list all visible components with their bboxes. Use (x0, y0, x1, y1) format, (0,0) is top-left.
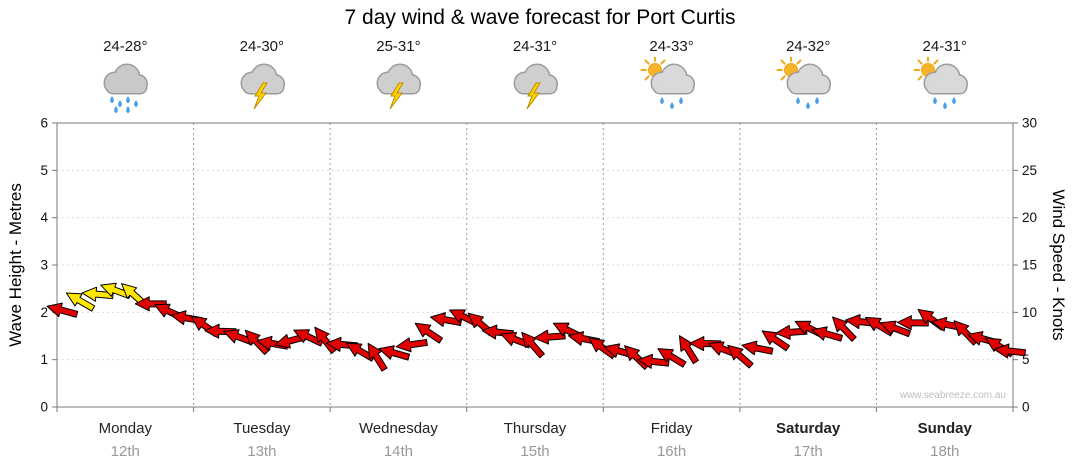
day-temperature: 24-31° (512, 38, 558, 55)
day-forecast: 24-33° (612, 38, 732, 115)
wind-barb (533, 329, 566, 345)
day-forecast: 24-32° (748, 38, 868, 115)
sun-shower-icon (913, 55, 968, 110)
right-axis-title: Wind Speed - Knots (1049, 189, 1068, 341)
right-tick-label: 30 (1022, 116, 1037, 131)
sun-shower-icon (640, 55, 695, 110)
right-tick-label: 0 (1022, 400, 1030, 415)
day-temperature: 24-33° (649, 38, 694, 55)
wind-barb (65, 292, 96, 312)
xaxis-day-date: 13th (247, 443, 277, 460)
day-temperature: 25-31° (376, 38, 421, 55)
right-tick-label: 20 (1022, 210, 1037, 225)
right-tick-label: 5 (1022, 352, 1030, 367)
xaxis-day-name: Monday (98, 420, 152, 437)
wind-barb (244, 329, 270, 356)
wind-barb (395, 337, 428, 353)
plot-frame (56, 122, 1014, 408)
wind-barb (637, 353, 670, 369)
wind-barb (367, 342, 388, 372)
wind-barb (775, 324, 808, 340)
rain-icon (103, 63, 149, 114)
day-temperature: 24-31° (922, 38, 967, 55)
wind-barb (896, 315, 929, 331)
storm-icon (240, 63, 285, 110)
day-forecast: 24-30° (202, 38, 322, 115)
left-tick-label: 1 (40, 352, 48, 367)
wind-barb (414, 322, 444, 344)
day-forecast: 24-28° (65, 38, 185, 115)
wind-barb (293, 329, 324, 347)
wind-barb (953, 320, 979, 346)
xaxis-day-name: Saturday (776, 420, 841, 437)
xaxis-day-name: Sunday (917, 420, 972, 437)
storm-icon (513, 63, 558, 110)
day-forecast: 24-31° (475, 38, 595, 115)
left-tick-label: 0 (40, 400, 48, 415)
right-tick-label: 15 (1022, 258, 1037, 273)
wind-barb (985, 337, 1015, 358)
left-axis-title: Wave Height - Metres (6, 183, 25, 347)
day-forecast: 24-31° (885, 38, 1005, 115)
xaxis-day-date: 14th (383, 443, 414, 460)
left-tick-label: 4 (40, 210, 48, 225)
wind-barb (314, 326, 337, 354)
left-tick-label: 5 (40, 163, 48, 178)
xaxis-day-date: 18th (930, 443, 960, 460)
wind-barb (741, 340, 774, 356)
wind-barb (429, 312, 463, 327)
wind-barb (81, 286, 114, 302)
left-tick-label: 6 (40, 116, 48, 131)
xaxis-day-date: 16th (656, 443, 687, 460)
left-tick-label: 3 (40, 258, 48, 273)
day-temperature: 24-32° (785, 38, 831, 55)
wind-barb (993, 343, 1026, 359)
wind-barb (345, 342, 376, 362)
chart-title: 7 day wind & wave forecast for Port Curt… (344, 6, 736, 29)
left-tick-label: 2 (40, 305, 48, 320)
day-temperature: 24-28° (103, 38, 148, 55)
xaxis-day-name: Friday (650, 420, 693, 437)
wind-barb (657, 348, 687, 368)
wind-barb (880, 320, 912, 338)
day-forecast: 25-31° (338, 38, 458, 115)
xaxis-day-date: 15th (520, 443, 550, 460)
xaxis-day-date: 17th (793, 443, 823, 460)
wind-barb (378, 345, 411, 361)
xaxis-day-name: Wednesday (358, 420, 438, 437)
day-temperature: 24-30° (239, 38, 285, 55)
sun-shower-icon (776, 55, 832, 110)
xaxis-day-name: Tuesday (233, 420, 291, 437)
storm-icon (376, 63, 422, 110)
wind-barb (727, 344, 754, 369)
right-tick-label: 25 (1022, 163, 1037, 178)
wind-barb (811, 326, 844, 342)
wind-barb (832, 316, 857, 342)
wind-barb (46, 302, 79, 318)
xaxis-day-name: Thursday (503, 420, 567, 437)
right-tick-label: 10 (1022, 305, 1037, 320)
xaxis-day-date: 12th (110, 443, 140, 460)
watermark: www.seabreeze.com.au (899, 390, 1006, 401)
